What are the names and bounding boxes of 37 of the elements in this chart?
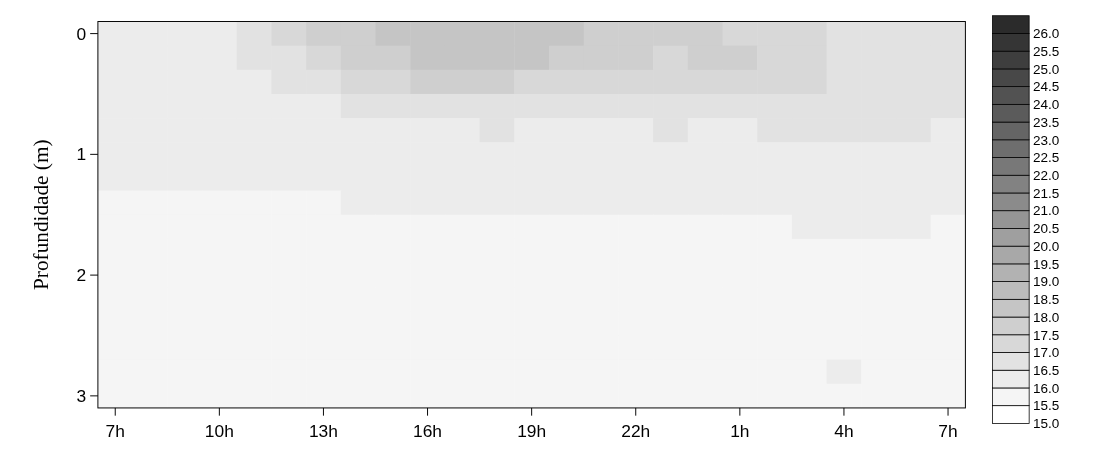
color-bar-label: 15.0	[1033, 416, 1060, 432]
color-bar-label: 18.0	[1033, 309, 1060, 325]
color-bar-label: 23.0	[1033, 132, 1060, 148]
color-bar-label: 23.5	[1033, 114, 1060, 130]
color-bar-label: 24.0	[1033, 97, 1060, 113]
x-tick-label: 7h	[938, 420, 958, 441]
color-bar-label: 15.5	[1033, 398, 1060, 414]
x-tick-label: 22h	[621, 420, 651, 441]
color-bar-label: 16.0	[1033, 380, 1060, 396]
color-bar-label: 17.5	[1033, 327, 1060, 343]
color-bar-label: 26.0	[1033, 26, 1060, 42]
x-tick-label: 4h	[834, 420, 854, 441]
color-bar-label: 21.5	[1033, 185, 1060, 201]
color-bar-label: 22.5	[1033, 150, 1060, 166]
y-tick-label: 3	[76, 385, 87, 406]
x-tick-label: 1h	[730, 420, 750, 441]
x-tick-label: 16h	[413, 420, 443, 441]
y-tick-label: 2	[76, 265, 87, 286]
y-tick-label: 0	[76, 23, 87, 44]
x-tick-label: 7h	[105, 420, 125, 441]
color-bar-label: 17.0	[1033, 345, 1060, 361]
x-tick-label: 19h	[517, 420, 547, 441]
y-axis-title: Profundidade (m)	[28, 139, 53, 290]
color-bar-label: 18.5	[1033, 292, 1060, 308]
color-bar-label: 22.0	[1033, 167, 1060, 183]
color-bar-label: 20.5	[1033, 221, 1060, 237]
color-bar-label: 24.5	[1033, 79, 1060, 95]
color-bar-label: 21.0	[1033, 203, 1060, 219]
color-bar-label: 25.0	[1033, 61, 1060, 77]
y-tick-label: 1	[76, 144, 87, 165]
color-bar-label: 20.0	[1033, 238, 1060, 254]
color-bar-label: 16.5	[1033, 362, 1060, 378]
color-bar-label: 25.5	[1033, 43, 1060, 59]
color-bar-label: 19.5	[1033, 256, 1060, 272]
x-tick-label: 13h	[308, 420, 338, 441]
color-bar-label: 19.0	[1033, 274, 1060, 290]
x-tick-label: 10h	[204, 420, 234, 441]
